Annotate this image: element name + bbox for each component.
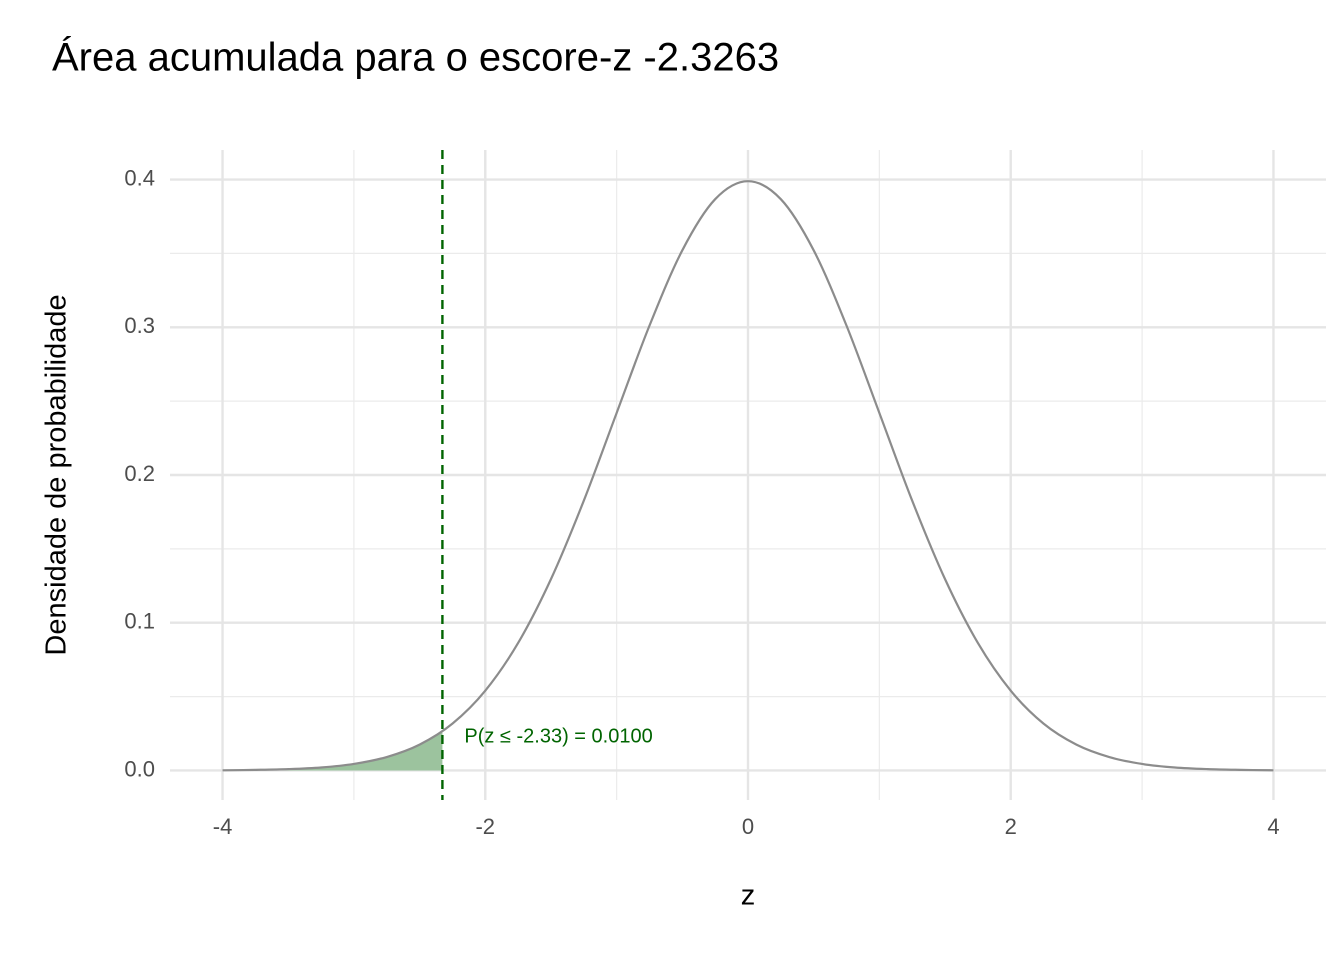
x-tick-label: -4	[213, 814, 233, 839]
shaded-area	[222, 731, 443, 771]
x-tick-label: 0	[742, 814, 754, 839]
y-tick-label: 0.4	[124, 165, 155, 190]
y-tick-label: 0.3	[124, 313, 155, 338]
chart-title: Área acumulada para o escore-z -2.3263	[52, 35, 779, 80]
x-tick-label: 4	[1267, 814, 1279, 839]
y-tick-label: 0.2	[124, 461, 155, 486]
y-tick-label: 0.1	[124, 609, 155, 634]
x-tick-label: -2	[475, 814, 495, 839]
x-tick-label: 2	[1005, 814, 1017, 839]
y-tick-label: 0.0	[124, 756, 155, 781]
density-curve	[222, 180, 1274, 772]
annotation: P(z ≤ -2.33) = 0.0100	[464, 725, 652, 747]
y-axis-label: Densidade de probabilidade	[41, 294, 73, 655]
x-axis-label: z	[741, 880, 756, 912]
